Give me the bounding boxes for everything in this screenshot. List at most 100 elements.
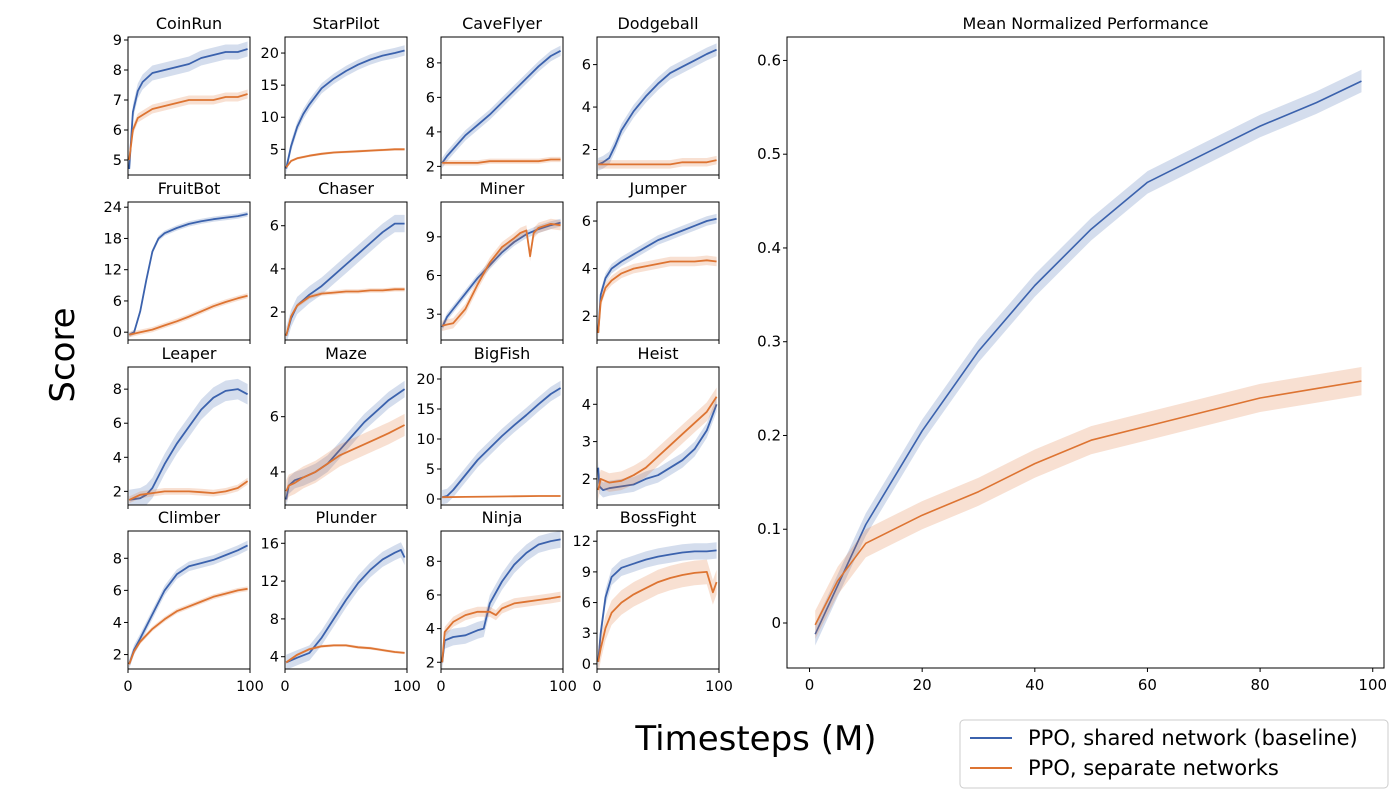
x-tick-label: 100 bbox=[705, 679, 733, 695]
x-tick-label: 0 bbox=[592, 679, 601, 695]
line-bossfight-shared bbox=[597, 549, 717, 662]
line-miner-shared bbox=[441, 221, 561, 328]
plot-area-coinrun bbox=[128, 41, 248, 175]
panel-ninja: 2 4 6 8 0 100 Ninja bbox=[426, 508, 577, 695]
panel-title-fruitbot: FruitBot bbox=[158, 179, 221, 198]
panel-plunder: 4 8 12 16 0 100 Plunder bbox=[261, 508, 421, 695]
line-starpilot-shared bbox=[285, 49, 405, 169]
y-tick-label: 6 bbox=[270, 219, 279, 235]
y-axis-label: Score bbox=[43, 307, 83, 402]
line-chaser-shared bbox=[285, 222, 405, 336]
line-leaper-separate bbox=[128, 480, 249, 501]
y-tick-label: 12 bbox=[104, 263, 122, 279]
plot-area-bigfish bbox=[441, 380, 562, 505]
y-tick-label: 8 bbox=[113, 551, 122, 567]
x-tick-label: 0 bbox=[280, 679, 289, 695]
axes-frame-caveflyer bbox=[440, 36, 564, 176]
y-tick-label: 20 bbox=[417, 372, 435, 388]
x-tick-label: 100 bbox=[393, 679, 421, 695]
y-tick-label: 0.4 bbox=[757, 239, 781, 257]
y-tick-label: 4 bbox=[426, 622, 435, 638]
y-tick-label: 2 bbox=[582, 472, 591, 488]
panel-leaper: 2 4 6 8 Leaper bbox=[113, 344, 251, 509]
line-starpilot-separate bbox=[285, 148, 405, 168]
y-tick-label: 16 bbox=[261, 536, 279, 552]
y-tick-label: 20 bbox=[261, 46, 279, 62]
y-tick-label: 24 bbox=[104, 200, 122, 216]
axes-frame-bigfish bbox=[440, 366, 564, 506]
y-tick-label: 2 bbox=[426, 655, 435, 671]
line-coinrun-shared bbox=[128, 48, 248, 170]
plot-area-jumper bbox=[597, 213, 717, 338]
y-tick-label: 4 bbox=[582, 397, 591, 413]
y-tick-label: 0 bbox=[582, 657, 591, 673]
panel-title-heist: Heist bbox=[638, 344, 679, 363]
legend: PPO, shared network (baseline) PPO, sepa… bbox=[959, 719, 1389, 789]
y-tick-label: 4 bbox=[582, 262, 591, 278]
y-tick-label: 8 bbox=[426, 56, 435, 72]
line-leaper-shared bbox=[129, 388, 249, 501]
y-tick-label: 8 bbox=[113, 382, 122, 398]
y-tick-label: 0.3 bbox=[757, 333, 781, 351]
panel-bigfish: 0 5 10 15 20 BigFish bbox=[417, 344, 564, 509]
y-tick-label: 6 bbox=[270, 410, 279, 426]
panel-climber: 2 4 6 8 0 100 Climber bbox=[113, 508, 264, 695]
y-tick-label: 4 bbox=[113, 450, 122, 466]
y-tick-label: 10 bbox=[417, 432, 435, 448]
axes-frame-starpilot bbox=[284, 36, 408, 176]
axes-frame-dodgeball bbox=[596, 36, 720, 176]
y-tick-label: 4 bbox=[582, 100, 591, 116]
y-tick-label: 6 bbox=[582, 596, 591, 612]
plot-area-caveflyer bbox=[441, 45, 562, 169]
y-tick-label: 4 bbox=[426, 125, 435, 141]
line-coinrun-separate bbox=[128, 93, 248, 161]
line-fruitbot-separate bbox=[128, 294, 248, 336]
panel-bossfight: 0 3 6 9 12 0 100 BossFight bbox=[573, 508, 733, 695]
band-plunder-shared bbox=[286, 542, 405, 669]
y-tick-label: 0 bbox=[113, 325, 122, 341]
x-tick-label: 100 bbox=[549, 679, 577, 695]
line-heist-shared bbox=[597, 403, 718, 492]
y-tick-label: 0.6 bbox=[757, 51, 781, 69]
y-tick-label: 0 bbox=[426, 492, 435, 508]
band-dodgeball-shared bbox=[598, 43, 717, 171]
band-coinrun-shared bbox=[129, 41, 248, 175]
plot-area-heist bbox=[597, 387, 718, 500]
band-bigfish-shared bbox=[442, 380, 561, 505]
panel-dodgeball: 2 4 6 Dodgeball bbox=[582, 14, 720, 179]
plot-area-starpilot bbox=[285, 45, 405, 174]
panel-title-bigfish: BigFish bbox=[474, 344, 531, 363]
panel-title-coinrun: CoinRun bbox=[156, 14, 222, 33]
axes-frame-bossfight bbox=[596, 530, 720, 670]
y-tick-label: 8 bbox=[426, 554, 435, 570]
plot-area-plunder bbox=[285, 542, 406, 669]
axes-frame-plunder bbox=[284, 530, 408, 670]
panel-title-ninja: Ninja bbox=[482, 508, 523, 527]
y-tick-label: 6 bbox=[582, 214, 591, 230]
plot-area-mean-normalized-performance bbox=[814, 69, 1362, 646]
axes-frame-mean-normalized-performance bbox=[786, 36, 1385, 669]
y-tick-label: 6 bbox=[426, 269, 435, 285]
line-dodgeball-shared bbox=[597, 48, 717, 166]
band-jumper-shared bbox=[598, 213, 717, 338]
panel-fruitbot: 0 6 12 18 24 FruitBot bbox=[104, 179, 251, 344]
line-plunder-shared bbox=[285, 549, 406, 664]
line-fruitbot-shared bbox=[128, 213, 248, 336]
line-jumper-separate bbox=[597, 259, 717, 333]
x-tick-label: 100 bbox=[236, 679, 264, 695]
legend-label-separate: PPO, separate networks bbox=[1028, 756, 1279, 780]
y-tick-label: 10 bbox=[261, 110, 279, 126]
y-tick-label: 0.1 bbox=[757, 520, 781, 538]
plot-area-leaper bbox=[128, 378, 249, 505]
panel-title-dodgeball: Dodgeball bbox=[617, 14, 698, 33]
subplot-grid: 56789CoinRun5101520StarPilot2468CaveFlye… bbox=[104, 14, 1388, 695]
y-tick-label: 8 bbox=[113, 63, 122, 79]
band-heist-separate bbox=[598, 387, 717, 500]
band-maze-separate bbox=[286, 413, 405, 503]
plot-area-dodgeball bbox=[597, 43, 717, 171]
x-tick-label: 0 bbox=[436, 679, 445, 695]
y-tick-label: 2 bbox=[426, 159, 435, 175]
x-tick-label: 0 bbox=[123, 679, 132, 695]
plot-area-bossfight bbox=[597, 542, 718, 669]
